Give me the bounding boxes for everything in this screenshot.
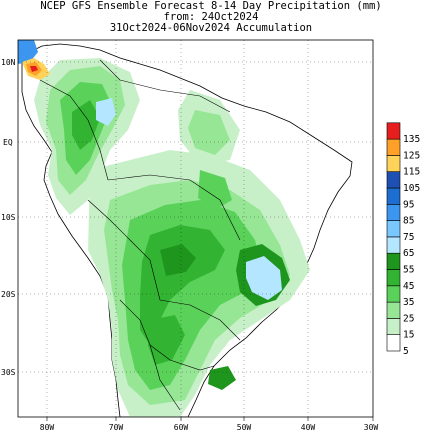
- lat-label: EQ: [3, 138, 13, 147]
- legend-swatch: [386, 187, 401, 205]
- lon-labels: 80W 70W 60W 50W 40W 30W: [40, 423, 379, 432]
- legend-swatch: [386, 269, 401, 287]
- lat-labels: 10N EQ 10S 20S 30S: [1, 58, 16, 377]
- lat-label: 10S: [1, 213, 16, 222]
- legend-label: 115: [403, 167, 420, 178]
- legend-label: 65: [403, 248, 414, 259]
- legend-label: 45: [403, 281, 414, 292]
- legend-label: 55: [403, 265, 414, 276]
- legend-label: 125: [403, 150, 420, 161]
- country-borders: [39, 59, 241, 411]
- graticule: [18, 40, 373, 417]
- accumulation-period: 31Oct2024-06Nov2024 Accumulation: [109, 22, 313, 34]
- lon-ticks: [46, 417, 374, 421]
- legend-swatch: [386, 122, 401, 140]
- lon-label: 40W: [301, 423, 316, 432]
- legend-label: 135: [403, 134, 420, 145]
- legend-swatch: [386, 138, 401, 156]
- lon-label: 60W: [174, 423, 189, 432]
- lon-label: 80W: [40, 423, 55, 432]
- legend-swatch: [386, 301, 401, 319]
- precip-65-75: [96, 98, 282, 300]
- lat-label: 20S: [1, 290, 16, 299]
- legend-swatch: [386, 171, 401, 189]
- map-title: NCEP GFS Ensemble Forecast 8-14 Day Prec…: [40, 0, 382, 12]
- legend-label: 5: [403, 346, 409, 357]
- lat-label: 10N: [1, 58, 16, 67]
- legend-label: 25: [403, 313, 414, 324]
- lon-label: 70W: [109, 423, 124, 432]
- lat-label: 30S: [1, 368, 16, 377]
- lon-label: 50W: [237, 423, 252, 432]
- legend-swatch: [386, 204, 401, 221]
- legend-swatch: [386, 236, 401, 254]
- legend-label: 15: [403, 330, 414, 341]
- legend-swatch: [386, 285, 401, 303]
- legend-label: 105: [403, 183, 420, 194]
- legend-swatch: [386, 220, 401, 238]
- map-area: [18, 40, 373, 417]
- legend-label: 85: [403, 216, 414, 227]
- legend-label: 95: [403, 199, 414, 210]
- precip-legend: 5 15 25 35 45 55 65 75 85 95 105 115 125 135: [386, 122, 420, 357]
- legend-swatch: [386, 155, 401, 172]
- lon-label: 30W: [364, 423, 379, 432]
- precip-heavy-northwest: [18, 40, 50, 80]
- legend-swatch: [386, 252, 401, 270]
- legend-swatch: [386, 318, 401, 335]
- legend-swatch: [386, 334, 401, 352]
- legend-label: 35: [403, 297, 414, 308]
- forecast-init-date: from: 24Oct2024: [163, 11, 259, 23]
- map-frame: [17, 39, 374, 418]
- legend-label: 75: [403, 232, 414, 243]
